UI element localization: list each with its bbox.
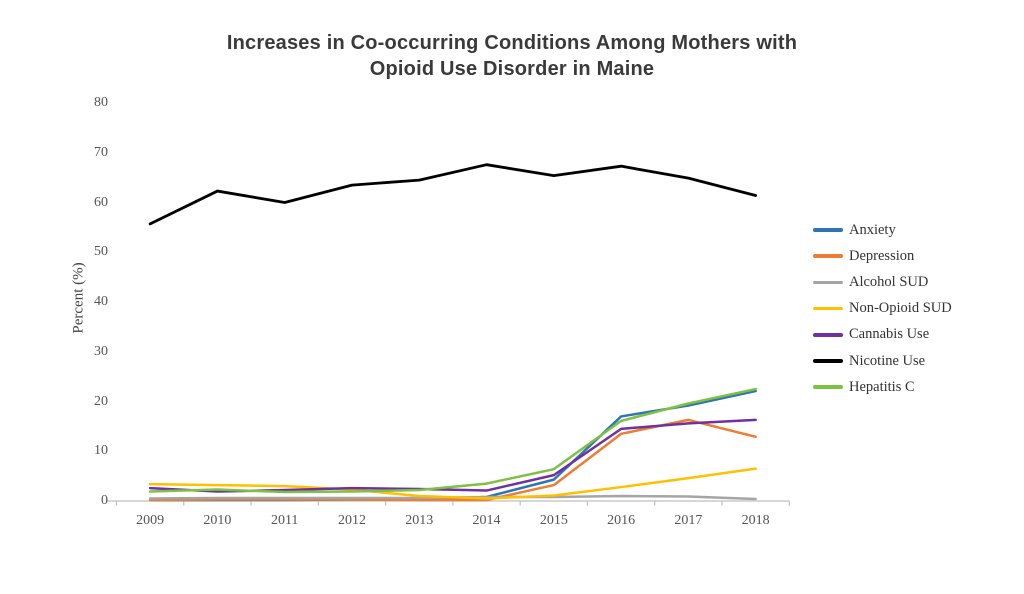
y-tick-label-50: 50: [94, 244, 108, 260]
x-tick-label-2016: 2016: [607, 513, 636, 528]
legend-item-non-opioid-sud: Non-Opioid SUD: [813, 296, 952, 322]
x-tick-label-2013: 2013: [405, 513, 434, 528]
x-tick-label-2015: 2015: [539, 513, 568, 528]
legend-line-swatch: [813, 254, 843, 259]
series-line-hepatitis-c: [148, 387, 757, 494]
series-line-anxiety: [148, 389, 757, 502]
legend-label: Non-Opioid SUD: [849, 300, 952, 317]
y-tick-label-30: 30: [94, 343, 108, 359]
legend-line-swatch: [813, 306, 843, 311]
x-tick-label-2010: 2010: [203, 513, 232, 528]
legend-line-swatch: [813, 280, 843, 285]
x-tick-label-2012: 2012: [337, 513, 366, 528]
legend-item-nicotine-use: Nicotine Use: [813, 348, 952, 374]
legend-item-cannabis-use: Cannabis Use: [813, 322, 952, 348]
legend-label: Cannabis Use: [849, 326, 930, 343]
y-tick-label-0: 0: [101, 493, 108, 508]
legend-line-swatch: [813, 333, 843, 337]
x-tick-label-2018: 2018: [741, 513, 770, 528]
series-line-nicotine-use: [148, 163, 758, 226]
x-tick-label-2011: 2011: [270, 513, 299, 528]
legend-line-swatch: [813, 385, 843, 390]
chart-legend: Anxiety Depression Alcohol SUD Non-Opioid S…: [813, 217, 952, 400]
legend-label: Alcohol SUD: [849, 273, 929, 290]
chart-title: Increases in Co-occurring Conditions Amo…: [226, 32, 798, 80]
legend-label: Depression: [849, 247, 915, 264]
y-tick-label-70: 70: [94, 144, 108, 160]
x-tick-label-2014: 2014: [472, 513, 501, 528]
y-tick-label-60: 60: [94, 194, 108, 210]
legend-item-depression: Depression: [813, 243, 952, 269]
legend-item-alcohol-sud: Alcohol SUD: [813, 269, 952, 295]
series-line-non-opioid-sud: [148, 467, 757, 500]
y-tick-label-80: 80: [94, 95, 108, 110]
y-tick-label-40: 40: [94, 294, 108, 309]
x-tick-label-2009: 2009: [136, 513, 165, 528]
legend-line-swatch: [813, 228, 843, 232]
x-axis-line: [107, 500, 790, 506]
legend-line-swatch: [813, 359, 843, 363]
legend-label: Anxiety: [849, 221, 896, 238]
legend-item-anxiety: Anxiety: [813, 217, 952, 243]
legend-label: Hepatitis C: [849, 378, 915, 395]
y-tick-label-20: 20: [94, 393, 108, 409]
legend-item-hepatitis-c: Hepatitis C: [813, 374, 952, 400]
y-tick-label-10: 10: [94, 443, 108, 459]
legend-label: Nicotine Use: [849, 352, 926, 369]
x-tick-label-2017: 2017: [674, 513, 703, 528]
